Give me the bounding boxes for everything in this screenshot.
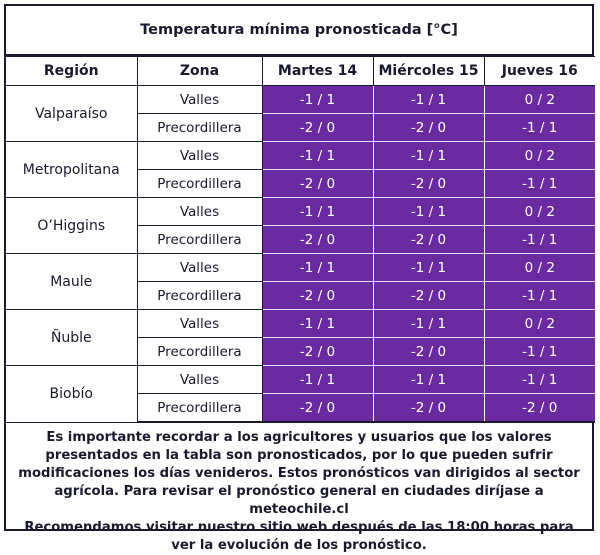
zona-cell: Precordillera — [136, 169, 263, 198]
note-paragraph-1: Es importante recordar a los agricultore… — [18, 430, 580, 517]
table-row: Precordillera -2 / 0 -2 / 0 -2 / 0 — [6, 393, 595, 423]
temperature-cell: -1 / 1 — [261, 85, 374, 114]
temperature-cell: -2 / 0 — [483, 393, 595, 423]
temperature-cell: -1 / 1 — [261, 141, 374, 170]
temperature-cell: -1 / 1 — [483, 337, 595, 366]
disclaimer-note: Es importante recordar a los agricultore… — [6, 423, 592, 555]
note-paragraph-2: Recomendamos visitar nuestro sitio web d… — [24, 520, 574, 553]
table-row: Precordillera -2 / 0 -2 / 0 -1 / 1 — [6, 169, 595, 198]
region-cell: Biobío — [6, 365, 138, 423]
table-row: Precordillera -2 / 0 -2 / 0 -1 / 1 — [6, 225, 595, 254]
header-day-3: Jueves 16 — [483, 56, 595, 86]
temperature-cell: -1 / 1 — [372, 365, 485, 394]
temperature-cell: -1 / 1 — [483, 225, 595, 254]
temperature-cell: 0 / 2 — [483, 197, 595, 226]
temperature-cell: -2 / 0 — [372, 281, 485, 310]
temperature-cell: -2 / 0 — [261, 337, 374, 366]
temperature-cell: -2 / 0 — [372, 225, 485, 254]
temperature-cell: 0 / 2 — [483, 141, 595, 170]
temperature-cell: -2 / 0 — [261, 169, 374, 198]
region-cell: Metropolitana — [6, 141, 138, 198]
temperature-cell: -2 / 0 — [372, 393, 485, 423]
region-cell: Ñuble — [6, 309, 138, 366]
zona-cell: Valles — [136, 141, 263, 170]
zona-cell: Precordillera — [136, 281, 263, 310]
header-day-2: Miércoles 15 — [372, 56, 485, 86]
temperature-cell: -2 / 0 — [372, 337, 485, 366]
temperature-cell: -1 / 1 — [261, 365, 374, 394]
temperature-cell: -1 / 1 — [372, 141, 485, 170]
temperature-cell: -1 / 1 — [261, 253, 374, 282]
temperature-cell: 0 / 2 — [483, 85, 595, 114]
temperature-cell: -2 / 0 — [372, 113, 485, 142]
zona-cell: Valles — [136, 309, 263, 338]
temperature-cell: -2 / 0 — [261, 393, 374, 423]
temperature-cell: -1 / 1 — [372, 197, 485, 226]
header-zona: Zona — [136, 56, 263, 86]
zona-cell: Valles — [136, 253, 263, 282]
region-cell: Valparaíso — [6, 85, 138, 142]
zona-cell: Precordillera — [136, 225, 263, 254]
temperature-cell: -1 / 1 — [261, 309, 374, 338]
temperature-cell: -1 / 1 — [483, 281, 595, 310]
header-row: Región Zona Martes 14 Miércoles 15 Jueve… — [6, 56, 595, 86]
temperature-cell: -2 / 0 — [261, 113, 374, 142]
temperature-cell: -1 / 1 — [261, 197, 374, 226]
table-row: Precordillera -2 / 0 -2 / 0 -1 / 1 — [6, 281, 595, 310]
table-row: Precordillera -2 / 0 -2 / 0 -1 / 1 — [6, 113, 595, 142]
temperature-cell: -1 / 1 — [483, 169, 595, 198]
zona-cell: Valles — [136, 197, 263, 226]
zona-cell: Precordillera — [136, 113, 263, 142]
zona-cell: Valles — [136, 85, 263, 114]
zona-cell: Precordillera — [136, 393, 263, 423]
region-cell: Maule — [6, 253, 138, 310]
temperature-cell: -1 / 1 — [483, 365, 595, 394]
table-row: Precordillera -2 / 0 -2 / 0 -1 / 1 — [6, 337, 595, 366]
temperature-cell: 0 / 2 — [483, 309, 595, 338]
temperature-cell: -1 / 1 — [372, 253, 485, 282]
region-cell: O’Higgins — [6, 197, 138, 254]
temperature-cell: -2 / 0 — [261, 281, 374, 310]
temperature-cell: -1 / 1 — [372, 85, 485, 114]
forecast-panel: Temperatura mínima pronosticada [°C] Reg… — [4, 4, 595, 553]
temperature-cell: -1 / 1 — [372, 309, 485, 338]
forecast-table: Región Zona Martes 14 Miércoles 15 Jueve… — [6, 56, 595, 423]
table-row: Biobío Valles -1 / 1 -1 / 1 -1 / 1 — [6, 365, 595, 423]
zona-cell: Precordillera — [136, 337, 263, 366]
temperature-cell: -1 / 1 — [483, 113, 595, 142]
temperature-cell: -2 / 0 — [372, 169, 485, 198]
temperature-cell: 0 / 2 — [483, 253, 595, 282]
header-day-1: Martes 14 — [261, 56, 374, 86]
table-title: Temperatura mínima pronosticada [°C] — [6, 6, 592, 56]
zona-cell: Valles — [136, 365, 263, 394]
header-region: Región — [6, 56, 138, 86]
temperature-cell: -2 / 0 — [261, 225, 374, 254]
